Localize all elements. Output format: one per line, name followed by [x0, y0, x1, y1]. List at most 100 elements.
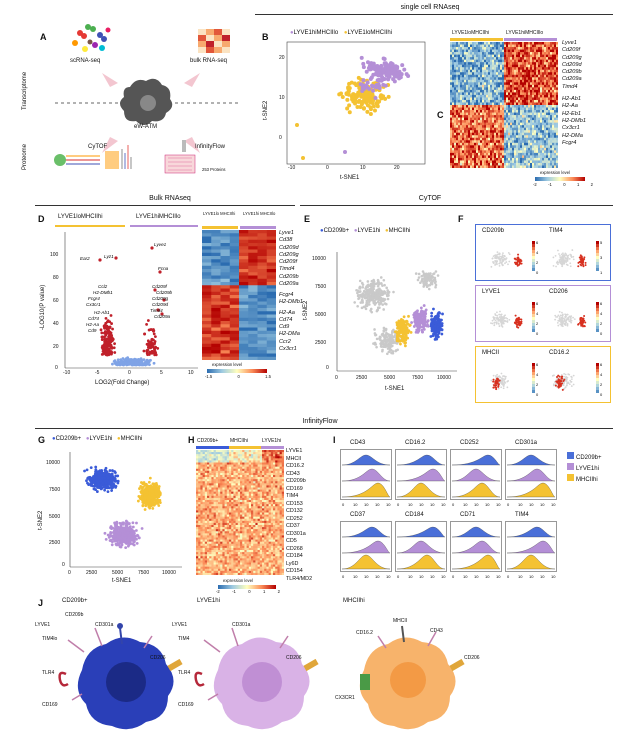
j-label: CD169 — [42, 702, 58, 708]
panel-b-tsne — [286, 41, 426, 165]
e-ylabel: t-SNE2 — [303, 300, 309, 320]
h-marker: CD209b — [286, 478, 306, 484]
legend-b-lo: LYVE1loMHCIIhi — [347, 30, 393, 36]
i-xtick: 10 — [485, 574, 490, 579]
panel-i-legend: CD209b+ LYVE1hi MHCIIhi — [567, 452, 602, 485]
e-ytick: 0 — [326, 365, 329, 371]
j-label: TIM4 — [178, 636, 190, 642]
d-gene-label: H2-Ab1 — [94, 310, 110, 315]
d-ytick: 0 — [55, 365, 58, 371]
b-ytick: 10 — [279, 95, 285, 101]
g-xtick: 10000 — [162, 570, 176, 576]
h-legend-tick: 2 — [277, 589, 280, 594]
j-label: CX3CR1 — [335, 695, 355, 701]
i-hist-curve — [451, 454, 501, 466]
e-points-other — [372, 325, 404, 356]
d-legend-bar — [207, 369, 267, 373]
f-colorbar-tick: 2 — [600, 321, 603, 326]
b-xtick: -10 — [288, 165, 296, 171]
i-histogram: 0 10 10 10 10 — [340, 449, 392, 507]
f-colorbar-tick: 4 — [536, 250, 539, 255]
bulk-rna-seq-label: bulk RNA-seq — [190, 58, 228, 64]
panel-j-cell-schematics — [58, 623, 465, 730]
f-points-hot — [577, 254, 587, 268]
e-points-other — [414, 270, 440, 291]
c-gene: Fcgr4 — [562, 139, 577, 146]
h-marker: TLR4/MD2 — [286, 575, 313, 582]
d-gene-label: Cd209a — [154, 314, 171, 319]
d-hm-gene: Cd209f — [279, 259, 298, 266]
d-hm-bar-yellow — [202, 226, 238, 229]
panel-h-label: H — [188, 435, 195, 445]
d-gene-label: H2-DMb1 — [93, 290, 113, 295]
section-bulk-title: Bulk RNAseq — [149, 195, 191, 202]
h-legend-tick: -2 — [216, 589, 220, 594]
panel-d-heatmap — [202, 230, 276, 360]
bulk-heatmap-icon — [198, 29, 230, 53]
panel-h-heatmap — [196, 450, 284, 575]
i-xtick: 10 — [353, 502, 358, 507]
d-legend-title: expression level — [212, 362, 243, 367]
legend-e: CD209b+ — [323, 228, 350, 234]
j-label: CD209b — [65, 612, 84, 618]
e-ytick: 10000 — [312, 256, 326, 262]
d-xtick: -10 — [63, 370, 71, 376]
b-outlier — [343, 150, 347, 154]
panel-b-legend: ●LYVE1hiMHCIIlo ●LYVE1loMHCIIhi — [290, 30, 393, 36]
h-col-header-1: CD209b+ — [197, 438, 219, 444]
i-hist-curve — [451, 540, 501, 554]
c-gene: H2-Ab1 — [562, 96, 581, 103]
f-colorbar-tick: 4 — [536, 311, 539, 316]
c-legend-tick: 2 — [590, 182, 593, 187]
g-xtick: 0 — [68, 570, 71, 576]
i-hist-curve — [396, 554, 446, 570]
scrna-cluster-icon — [72, 24, 111, 52]
i-histogram: 0 10 10 10 10 — [340, 521, 392, 579]
d-gene-label: Ccl2 — [98, 284, 108, 289]
d-ytick: 20 — [53, 344, 59, 350]
macrophage-cell-icon — [120, 78, 173, 125]
panel-g-label: G — [38, 435, 46, 445]
d-legend-tick: 1.5 — [265, 374, 271, 379]
d-xtick: 0 — [128, 370, 131, 376]
panel-j-label: J — [38, 598, 44, 608]
i-hist-curve — [396, 482, 446, 498]
e-ytick: 2500 — [315, 340, 327, 346]
i-hist-curve — [506, 540, 556, 554]
f-colorbar-tick: 5 — [600, 240, 603, 245]
h-marker: CD132 — [286, 508, 303, 514]
i-xtick: 10 — [430, 502, 435, 507]
i-xtick: 10 — [375, 502, 380, 507]
i-hist-title: CD43 — [350, 440, 366, 446]
legend-g: CD209b+ — [55, 436, 82, 442]
h-legend-bar — [218, 585, 276, 589]
f-points-hot — [513, 253, 523, 267]
j-label: LYVE1 — [35, 622, 51, 628]
g-xlabel: t-SNE1 — [112, 578, 132, 584]
c-bar-purple — [504, 38, 557, 41]
d-gene-label: Fcgr4 — [88, 296, 100, 301]
panel-a-label: A — [40, 32, 47, 42]
panel-f-feature-plots: CD209b TIM4 6 4 2 0 5 3 1 LYVE1 CD206 6 4 2 0 6 4 2 0… — [475, 224, 613, 404]
c-gene: Cd209d — [562, 61, 582, 68]
h-legend-title: expression level — [223, 578, 254, 583]
b-points-hi-mixed — [358, 77, 388, 101]
c-gene-list: Lyve1 Cd209f Cd209g Cd209d Cd209b Cd209a… — [562, 40, 586, 147]
d-points-ns — [111, 356, 156, 367]
d-labeled-point — [150, 246, 154, 250]
infinityflow-plate-icon — [164, 140, 196, 174]
i-hist-curve — [451, 482, 501, 498]
f-colorbar-tick: 6 — [600, 362, 603, 367]
section-bulk-rule — [35, 205, 295, 206]
panel-c-heatmap — [450, 42, 558, 168]
i-xtick: 10 — [364, 574, 369, 579]
e-xtick: 2500 — [356, 375, 368, 381]
f-mini-plot: 6 4 2 0 6 4 2 0 — [490, 301, 603, 336]
h-legend-tick: 0 — [248, 589, 251, 594]
d-points-up-left — [99, 314, 117, 357]
e-points-mhcii — [393, 314, 413, 348]
panel-e-label: E — [304, 214, 311, 224]
c-bar-yellow — [450, 38, 503, 41]
g-points-cd209b — [83, 465, 120, 494]
d-hm-gene: Lyve1 — [279, 230, 294, 236]
